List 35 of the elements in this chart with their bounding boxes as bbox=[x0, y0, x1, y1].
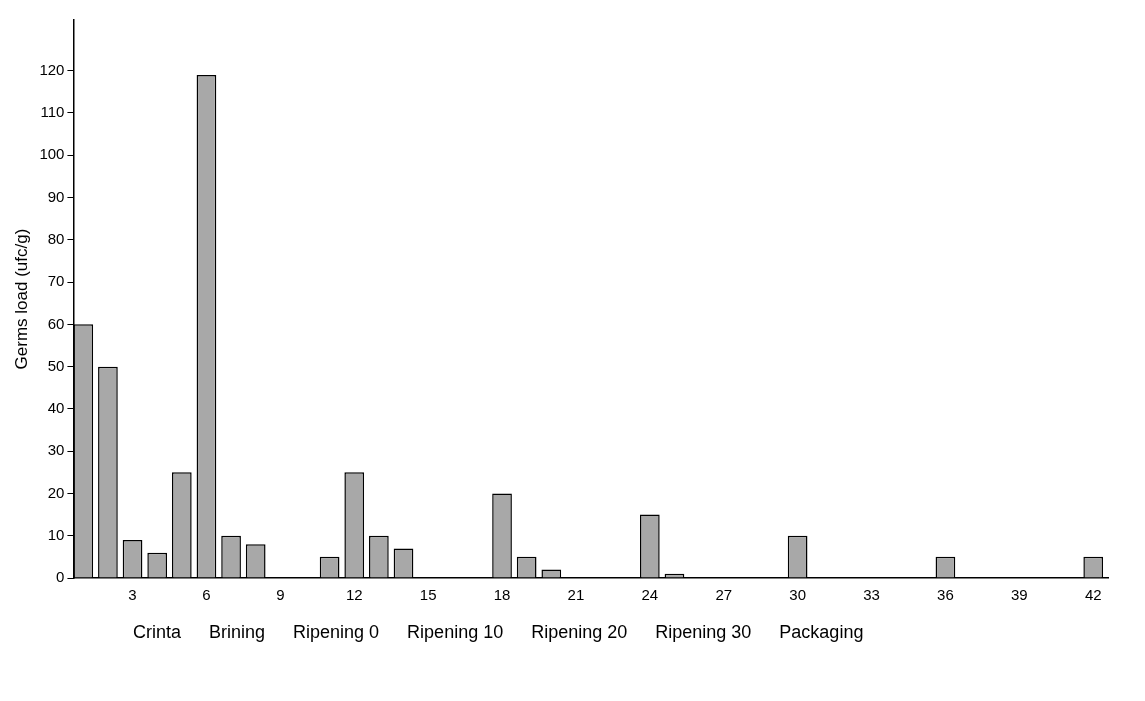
y-axis-title: Germs load (ufc/g) bbox=[11, 228, 31, 370]
text: Ripening 0 bbox=[293, 622, 380, 643]
y-tick-label: 0 bbox=[56, 568, 65, 586]
x-tick-label: 33 bbox=[863, 586, 880, 604]
y-tick-label: 70 bbox=[47, 272, 65, 290]
y-tick-label: 110 bbox=[40, 103, 65, 121]
x-tick-label: 36 bbox=[937, 586, 954, 604]
x-tick-label: 24 bbox=[641, 586, 659, 604]
x-tick-label: 6 bbox=[202, 586, 211, 604]
text: Crinta bbox=[133, 622, 182, 643]
y-tick-label: 40 bbox=[47, 399, 65, 417]
text: Packaging bbox=[779, 622, 864, 643]
y-tick-label: 30 bbox=[47, 441, 65, 459]
y-tick-label: 90 bbox=[47, 187, 65, 205]
x-tick-label: 12 bbox=[345, 586, 363, 604]
text: Ripening 30 bbox=[655, 622, 752, 643]
x-tick-label: 21 bbox=[567, 586, 585, 604]
x-tick-label: 9 bbox=[276, 586, 285, 604]
x-tick-label: 42 bbox=[1084, 586, 1102, 604]
x-tick-label: 39 bbox=[1010, 586, 1028, 604]
y-tick-label: 50 bbox=[47, 356, 65, 374]
text: Ripening 10 bbox=[407, 622, 504, 643]
x-tick-label: 15 bbox=[419, 586, 437, 604]
text: Brining bbox=[209, 622, 266, 643]
x-tick-label: 18 bbox=[493, 586, 511, 604]
x-tick-label: 30 bbox=[789, 586, 806, 604]
y-tick-label: 80 bbox=[47, 229, 65, 247]
x-tick-label: 3 bbox=[128, 586, 137, 604]
text: Ripening 20 bbox=[531, 622, 628, 643]
y-tick-label: 120 bbox=[39, 60, 65, 78]
y-tick-label: 20 bbox=[47, 483, 65, 501]
y-tick-label: 100 bbox=[39, 145, 65, 163]
y-tick-label: 10 bbox=[47, 525, 65, 543]
x-tick-label: 27 bbox=[715, 586, 733, 604]
y-tick-label: 60 bbox=[47, 314, 65, 332]
